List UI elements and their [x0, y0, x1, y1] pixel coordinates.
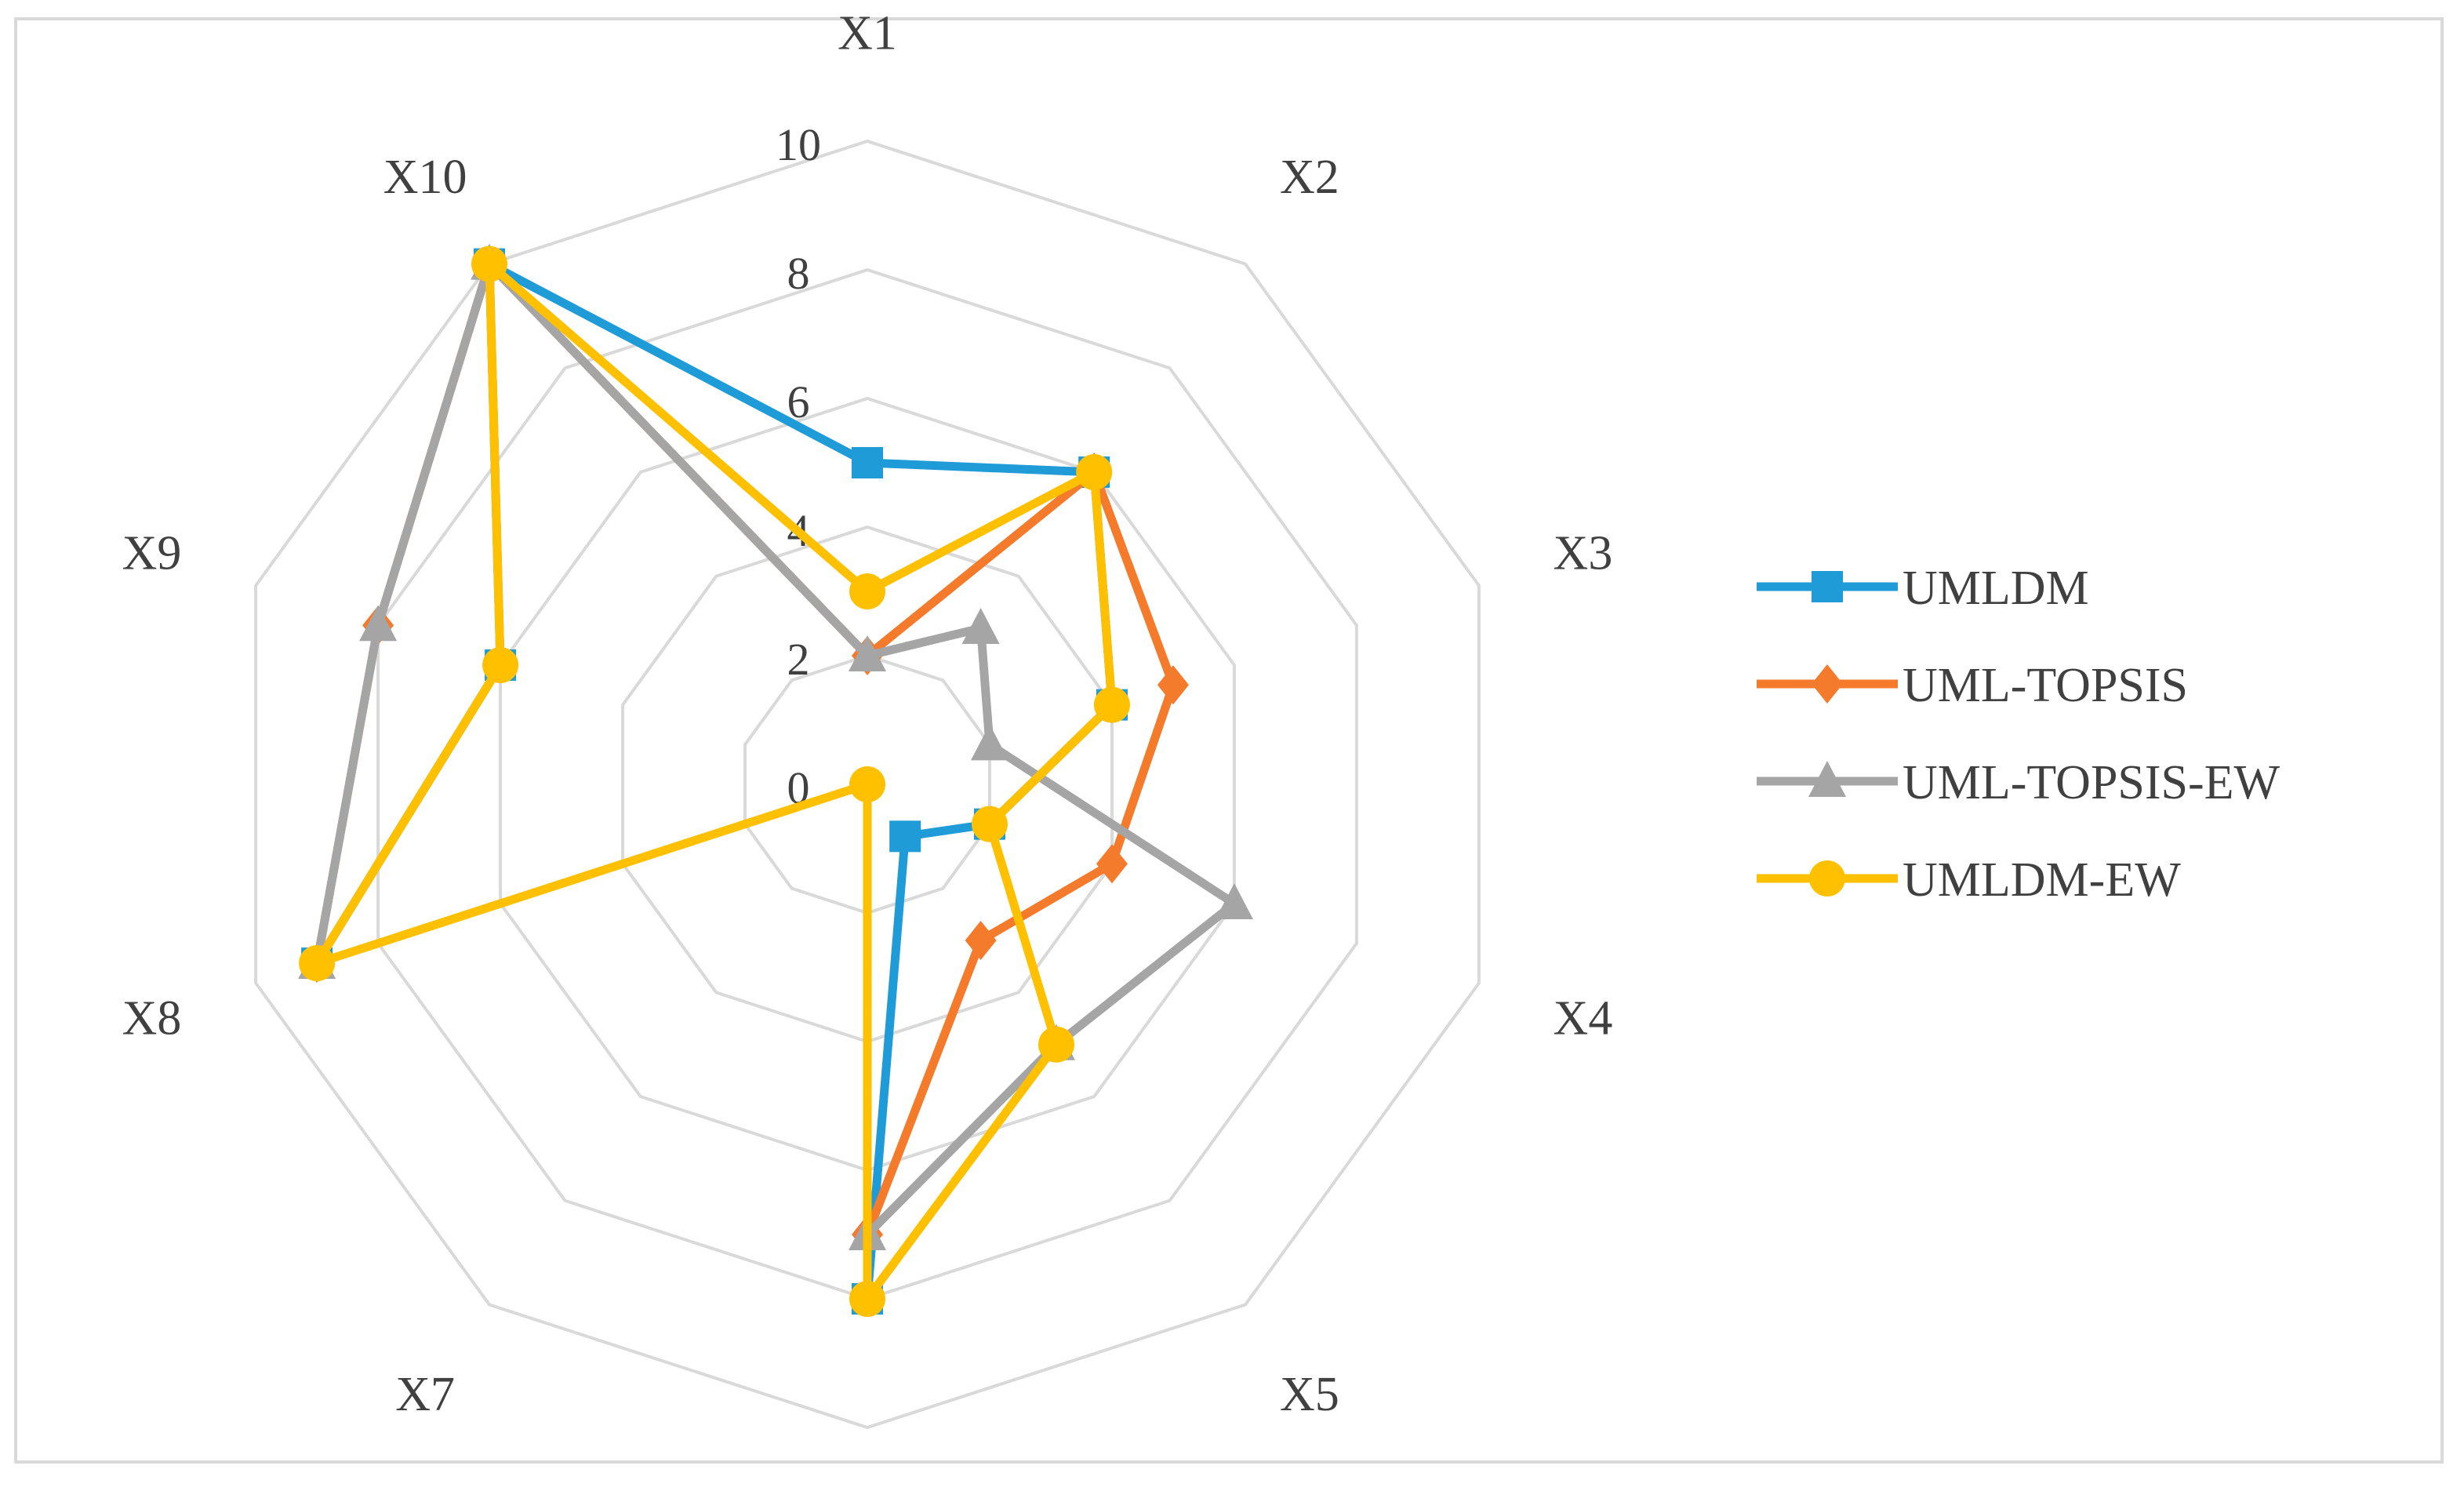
series-umldm-ew	[299, 245, 1130, 1317]
axis-label-x5: X5	[1280, 1368, 1339, 1421]
tick-label: 2	[787, 634, 810, 685]
legend-label: UML-TOPSIS	[1903, 659, 2188, 712]
series-line	[863, 467, 1178, 1236]
data-point-x1	[849, 573, 885, 609]
axis-label-x1: X1	[838, 7, 897, 60]
legend-marker	[1809, 860, 1845, 896]
legend-item: UMLDM	[1757, 562, 2089, 615]
data-point-x1	[852, 447, 883, 478]
legend-marker	[1808, 761, 1846, 797]
legend-item: UMLDM-EW	[1757, 853, 2181, 907]
data-point-x9	[359, 605, 398, 642]
axis-label-x4: X4	[1554, 991, 1613, 1045]
data-point-x2	[961, 607, 1000, 644]
data-point-x1	[849, 635, 886, 671]
legend-item: UML-TOPSIS	[1757, 659, 2188, 712]
axis-label-x7: X7	[395, 1368, 455, 1421]
legend: UMLDM UML-TOPSIS UML-TOPSIS-EW UMLDM-EW	[1757, 562, 2280, 907]
data-point-x8	[299, 945, 336, 982]
axis-label-x9: X9	[122, 527, 182, 580]
data-point-x5	[1038, 1026, 1074, 1063]
axis-label-x10: X10	[383, 151, 467, 204]
data-point-x2	[1076, 453, 1113, 490]
series-layer	[298, 243, 1253, 1317]
data-point-x3	[970, 724, 1008, 761]
legend-marker	[1812, 664, 1843, 704]
series-line	[864, 624, 1239, 1238]
data-point-x4	[1215, 883, 1253, 920]
legend-marker	[1812, 571, 1843, 602]
data-point-x3	[1157, 665, 1189, 705]
data-point-x3	[1093, 686, 1130, 723]
data-point-x7	[849, 766, 885, 802]
grid-ring-10	[254, 139, 1481, 1430]
data-point-x4	[971, 806, 1008, 842]
data-point-x5	[889, 820, 921, 853]
data-point-x5	[965, 921, 997, 961]
legend-item: UML-TOPSIS-EW	[1757, 756, 2280, 809]
series-line	[312, 260, 870, 965]
tick-label: 10	[776, 119, 821, 170]
legend-label: UMLDM	[1903, 562, 2089, 615]
legend-label: UML-TOPSIS-EW	[1903, 756, 2280, 809]
axis-label-x8: X8	[122, 991, 182, 1045]
legend-label: UMLDM-EW	[1903, 853, 2181, 907]
axis-labels: X1X2X3X4X5X6X7X8X9X10	[122, 7, 1613, 1422]
data-point-x4	[1096, 844, 1128, 884]
axis-label-x3: X3	[1554, 527, 1613, 580]
data-point-x10	[471, 245, 508, 282]
data-point-x6	[849, 1281, 885, 1317]
data-point-x9	[482, 646, 519, 683]
axis-label-x2: X2	[1280, 151, 1339, 204]
series-uml-topsis-ew	[298, 243, 1253, 1250]
tick-label: 8	[787, 248, 810, 299]
